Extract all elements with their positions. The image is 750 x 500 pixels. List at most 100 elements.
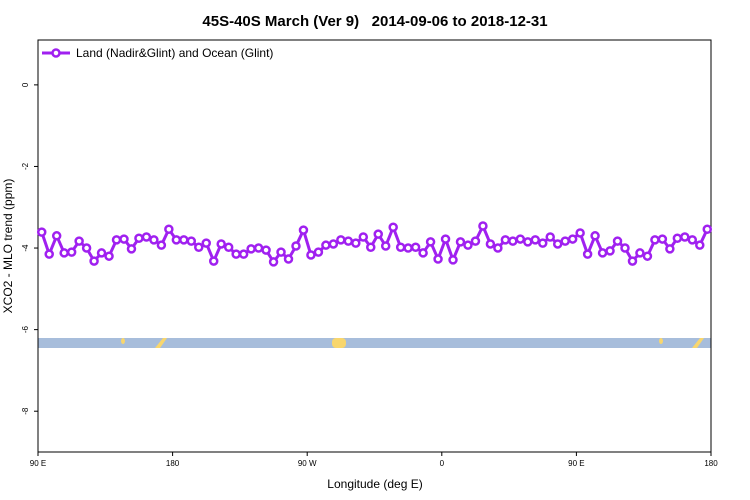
data-point [523,237,533,247]
data-point [179,235,189,245]
data-point [51,231,62,241]
data-point [672,233,683,243]
data-point [126,244,137,254]
data-point [44,249,54,259]
data-point [306,250,316,260]
data-point [448,255,458,265]
data-point [149,235,159,245]
data-point [351,238,361,248]
data-point [575,228,585,238]
x-axis-label: Longitude (deg E) [327,477,422,491]
data-point [373,229,383,239]
data-point [410,242,421,252]
data-point [560,236,570,246]
data-point [395,242,406,252]
data-point [612,236,623,246]
land-patch [155,338,167,348]
data-point [545,232,555,242]
chart-title: 45S-40S March (Ver 9) 2014-09-06 to 2018… [202,13,547,30]
data-point [687,235,698,245]
data-point [261,245,271,255]
data-point [388,222,398,232]
data-point [36,227,47,237]
data-point [66,247,77,257]
data-point [283,254,294,264]
data-point [380,241,391,251]
data-point [298,225,309,235]
data-point [455,237,466,247]
data-point [500,235,511,245]
data-point [403,243,413,253]
data-point [321,240,331,250]
plot-frame [37,39,712,453]
data-point [478,221,488,231]
x-tick-label: 90 E [568,459,584,468]
x-tick-label: 90 W [298,459,317,468]
data-point [702,224,713,235]
data-point [111,235,122,245]
data-point [440,234,451,244]
data-point [59,248,69,258]
data-point [246,244,256,254]
data-point [141,232,152,242]
x-tick-label: 180 [704,459,718,468]
data-point [552,239,563,249]
land-patch [332,338,346,348]
data-point [216,239,226,249]
data-point [171,235,182,245]
legend-label: Land (Nadir&Glint) and Ocean (Glint) [76,46,273,60]
data-point [418,248,428,258]
data-point [343,236,354,246]
data-point [582,249,593,259]
data-point [201,238,211,248]
data-point [530,235,541,245]
data-point [485,239,496,249]
data-point [605,246,615,256]
data-point [238,249,249,259]
ocean-strip [38,338,711,348]
y-tick-label: -6 [21,326,30,334]
data-point [164,224,174,235]
data-point [194,242,204,252]
data-point [515,234,526,244]
y-tick-label: -4 [21,244,30,252]
data-point [627,256,638,266]
data-point [358,232,369,242]
data-point [223,242,234,252]
data-point [291,241,301,251]
data-point [336,235,346,245]
data-point [657,234,668,244]
x-tick-label: 0 [440,459,445,468]
data-point [695,240,705,250]
data-point [508,236,518,246]
data-point [104,251,114,261]
land-patch [659,338,663,344]
y-tick-label: -2 [21,162,30,170]
data-point [268,257,279,267]
land-patch [692,338,704,348]
data-point [366,242,376,252]
data-point [81,243,92,253]
x-tick-label: 180 [166,459,180,468]
data-point [665,244,675,254]
y-tick-label: 0 [21,82,30,87]
data-point [134,233,144,243]
data-point [276,247,286,257]
data-point [156,240,167,250]
data-point [538,238,548,248]
x-tick-label: 90 E [30,459,46,468]
y-axis-label: XCO2 - MLO trend (ppm) [1,179,15,314]
data-point [186,236,197,246]
y-tick-label: -8 [21,407,30,415]
data-point [433,254,443,264]
legend-marker [51,48,61,58]
data-point [313,247,324,257]
data-point [119,234,129,244]
data-point [493,243,503,253]
data-point [463,240,473,250]
data-point [89,256,99,266]
data-point [635,248,645,258]
data-point [567,234,578,244]
data-point [208,256,219,266]
